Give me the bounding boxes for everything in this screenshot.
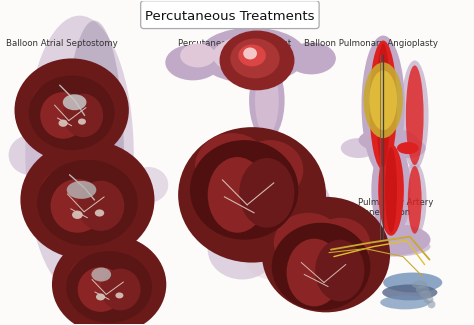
Ellipse shape: [358, 128, 418, 152]
Ellipse shape: [69, 258, 117, 296]
Ellipse shape: [9, 135, 52, 175]
Ellipse shape: [292, 179, 331, 235]
Ellipse shape: [58, 120, 68, 127]
Ellipse shape: [287, 43, 336, 74]
Ellipse shape: [230, 39, 280, 78]
Ellipse shape: [15, 58, 129, 162]
Ellipse shape: [63, 94, 103, 137]
Ellipse shape: [287, 239, 342, 306]
Ellipse shape: [20, 140, 155, 260]
Ellipse shape: [47, 170, 114, 194]
Ellipse shape: [311, 218, 370, 271]
Ellipse shape: [129, 167, 168, 203]
Ellipse shape: [65, 20, 124, 290]
Ellipse shape: [68, 235, 111, 305]
Ellipse shape: [262, 197, 390, 312]
Ellipse shape: [364, 62, 403, 138]
Ellipse shape: [37, 160, 138, 246]
Ellipse shape: [378, 144, 404, 236]
Ellipse shape: [66, 251, 152, 323]
Ellipse shape: [243, 47, 257, 59]
Ellipse shape: [369, 71, 397, 130]
Ellipse shape: [63, 83, 106, 119]
Ellipse shape: [63, 94, 86, 110]
Ellipse shape: [198, 28, 306, 83]
Ellipse shape: [383, 273, 442, 292]
Ellipse shape: [32, 83, 80, 122]
Text: Pulmonary Artery
Denervation: Pulmonary Artery Denervation: [357, 198, 433, 217]
Ellipse shape: [424, 295, 433, 304]
Ellipse shape: [237, 140, 303, 200]
Ellipse shape: [356, 224, 430, 255]
Ellipse shape: [412, 280, 428, 289]
Ellipse shape: [390, 138, 426, 158]
Ellipse shape: [37, 84, 94, 105]
Ellipse shape: [100, 268, 141, 310]
Ellipse shape: [195, 133, 270, 201]
Ellipse shape: [380, 295, 429, 309]
Ellipse shape: [96, 293, 105, 300]
Ellipse shape: [25, 16, 134, 294]
Ellipse shape: [55, 175, 94, 235]
Ellipse shape: [52, 235, 166, 325]
Ellipse shape: [208, 157, 267, 233]
FancyBboxPatch shape: [141, 1, 319, 29]
Ellipse shape: [356, 237, 430, 257]
Ellipse shape: [91, 267, 111, 281]
Ellipse shape: [416, 285, 429, 293]
Ellipse shape: [376, 44, 390, 167]
Ellipse shape: [304, 191, 332, 235]
Ellipse shape: [272, 223, 370, 310]
Ellipse shape: [341, 138, 376, 158]
Ellipse shape: [369, 41, 397, 170]
Ellipse shape: [95, 209, 104, 216]
Ellipse shape: [67, 181, 96, 199]
Ellipse shape: [100, 258, 144, 293]
Ellipse shape: [75, 260, 132, 280]
Ellipse shape: [78, 119, 86, 125]
Ellipse shape: [371, 140, 411, 240]
Ellipse shape: [403, 162, 427, 238]
Text: Balloon Pulmonary Angioplasty: Balloon Pulmonary Angioplasty: [304, 39, 438, 47]
Ellipse shape: [77, 168, 128, 210]
Ellipse shape: [180, 44, 216, 67]
Ellipse shape: [428, 300, 436, 308]
Ellipse shape: [315, 240, 365, 301]
Ellipse shape: [408, 166, 422, 234]
Ellipse shape: [274, 213, 343, 273]
Ellipse shape: [238, 45, 266, 66]
Ellipse shape: [419, 291, 431, 298]
Text: Percutaneous Treatments: Percutaneous Treatments: [145, 10, 314, 23]
Ellipse shape: [78, 267, 123, 312]
Ellipse shape: [72, 211, 83, 219]
Ellipse shape: [165, 45, 220, 80]
Text: Balloon Atrial Septostomy: Balloon Atrial Septostomy: [6, 39, 118, 47]
Ellipse shape: [116, 292, 123, 298]
Ellipse shape: [29, 75, 115, 150]
Ellipse shape: [40, 92, 86, 139]
Ellipse shape: [190, 140, 299, 240]
Ellipse shape: [77, 181, 124, 231]
Ellipse shape: [219, 31, 294, 90]
Ellipse shape: [397, 142, 419, 154]
Ellipse shape: [239, 158, 294, 228]
Ellipse shape: [208, 220, 277, 280]
Ellipse shape: [255, 65, 279, 135]
Ellipse shape: [51, 179, 104, 233]
Text: Percutaneous Pott's Shunt: Percutaneous Pott's Shunt: [178, 39, 292, 47]
Ellipse shape: [249, 60, 284, 140]
Ellipse shape: [382, 284, 438, 300]
Ellipse shape: [213, 35, 292, 75]
Ellipse shape: [406, 65, 424, 165]
Ellipse shape: [362, 35, 405, 175]
Ellipse shape: [244, 230, 300, 280]
Ellipse shape: [385, 147, 397, 233]
Ellipse shape: [178, 127, 326, 263]
Ellipse shape: [401, 60, 428, 170]
Ellipse shape: [50, 60, 85, 140]
Ellipse shape: [40, 168, 97, 214]
